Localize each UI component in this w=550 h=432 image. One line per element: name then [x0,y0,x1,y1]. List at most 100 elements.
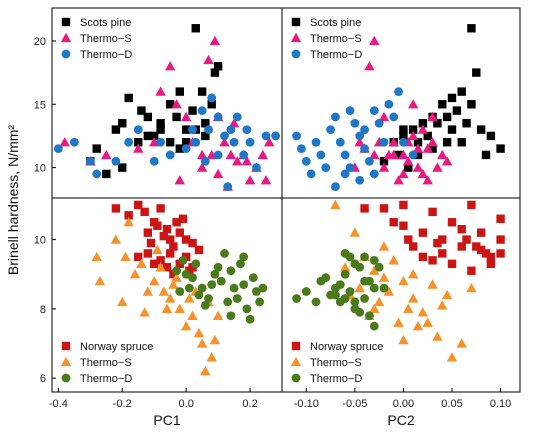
data-point-norway-spruce [181,252,191,262]
data-point-thermo-d [191,259,201,269]
data-point-thermo-s [155,86,166,96]
data-point-scots-pine [137,106,146,115]
data-point-scots-pine [447,93,457,103]
data-point-thermo-s [412,143,424,153]
data-point-thermo-s [378,241,390,251]
data-point-thermo-s [120,251,131,262]
data-point-thermo-s [142,286,154,296]
data-point-thermo-s [129,269,141,279]
data-point-norway-spruce [404,235,413,244]
data-point-thermo-s [244,175,256,185]
data-point-thermo-s [412,162,424,172]
data-point-norway-spruce [143,228,153,237]
y-tick-label: 15 [34,99,46,111]
data-point-thermo-s [206,352,217,362]
data-point-thermo-s [354,137,365,147]
data-point-thermo-d [239,280,249,290]
x-tick-label: -0.4 [49,398,68,410]
data-point-thermo-d [331,182,340,192]
data-point-norway-spruce [165,235,175,244]
data-point-thermo-s [432,331,443,341]
data-point-thermo-d [229,283,239,293]
data-point-thermo-s [152,244,163,255]
data-point-thermo-s [155,262,166,272]
data-point-thermo-s [354,282,365,293]
legend-marker-thermo-s [60,356,72,367]
data-point-thermo-d [384,99,394,109]
data-point-norway-spruce [462,235,471,244]
legend-label-scots-pine: Scots pine [310,17,361,29]
data-point-thermo-d [321,163,331,173]
data-point-thermo-s [180,320,192,331]
data-point-norway-spruce [399,221,408,230]
data-point-thermo-d [360,252,369,262]
x-tick-label: -0.05 [342,398,367,410]
data-point-norway-spruce [153,221,162,230]
data-point-thermo-s [417,307,429,317]
x-tick-label: -0.2 [113,398,132,410]
x-tick-label: 0.10 [490,398,511,410]
data-point-thermo-d [255,297,265,307]
data-point-thermo-s [407,99,419,109]
data-point-norway-spruce [467,200,476,210]
data-point-thermo-d [245,314,255,324]
legend-label-thermo-s: Thermo−S [80,33,132,45]
data-point-scots-pine [433,119,442,128]
data-point-thermo-d [394,87,403,96]
data-point-thermo-d [331,290,340,300]
data-point-thermo-d [220,249,229,258]
legend-marker-scots-pine [61,17,71,27]
data-point-thermo-d [111,156,121,166]
data-point-norway-spruce [418,252,428,262]
legend-marker-norway-spruce [291,341,301,351]
data-point-scots-pine [413,150,423,160]
data-point-thermo-d [197,106,207,115]
data-point-scots-pine [442,112,452,122]
data-point-thermo-s [117,296,128,307]
data-point-thermo-d [345,106,355,115]
data-point-thermo-d [399,137,408,147]
data-point-norway-spruce [486,252,496,262]
data-point-thermo-s [110,234,122,244]
data-point-thermo-s [369,303,380,314]
legend-label-norway-spruce: Norway spruce [80,341,153,353]
data-point-thermo-d [297,144,306,154]
data-point-thermo-d [124,137,134,147]
data-point-thermo-s [133,143,144,153]
data-point-thermo-s [260,175,272,185]
data-point-thermo-d [92,169,102,179]
data-point-norway-spruce [140,207,149,217]
data-point-thermo-s [446,352,458,362]
data-point-thermo-d [335,297,345,307]
data-point-scots-pine [150,131,159,141]
data-point-scots-pine [408,125,418,134]
data-point-norway-spruce [438,235,447,244]
data-point-thermo-s [369,35,380,46]
data-point-thermo-s [432,162,443,172]
data-point-thermo-s [219,137,230,147]
data-point-norway-spruce [438,249,447,258]
data-point-thermo-d [204,294,213,303]
legend: Scots pine Thermo−S Thermo−D [290,17,362,61]
series-scots-pine [379,24,505,172]
data-point-thermo-d [292,131,301,141]
data-point-thermo-d [200,300,210,310]
data-point-thermo-s [388,149,399,160]
data-point-thermo-d [261,131,271,141]
data-point-thermo-s [441,156,453,166]
data-point-scots-pine [457,138,466,147]
y-tick-label: 10 [34,163,46,175]
data-point-norway-spruce [428,256,437,265]
y-tick-label: 6 [40,373,46,385]
data-point-thermo-s [393,175,404,185]
data-point-thermo-s [330,199,341,210]
data-point-norway-spruce [389,218,398,227]
data-point-scots-pine [165,100,175,109]
data-point-thermo-s [232,156,243,166]
data-point-norway-spruce [159,231,169,241]
data-point-thermo-d [191,137,201,147]
data-point-scots-pine [210,68,220,77]
data-point-norway-spruce [379,204,389,213]
data-point-norway-spruce [433,238,442,248]
data-point-thermo-d [360,294,369,303]
